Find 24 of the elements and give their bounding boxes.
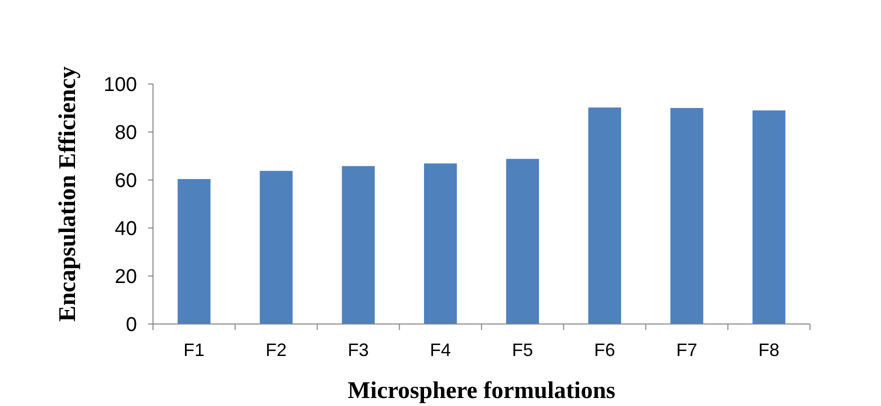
x-tick-label: F8	[758, 340, 780, 360]
y-axis-title: Encapsulation Efficiency	[55, 66, 81, 322]
y-tick-label: 100	[104, 74, 137, 96]
x-tick-label: F6	[594, 340, 616, 360]
bar	[670, 108, 704, 324]
x-tick-label: F3	[348, 340, 369, 360]
bar	[178, 179, 210, 324]
y-tick-label: 60	[114, 170, 137, 192]
bar	[588, 108, 622, 324]
x-tick-label: F2	[266, 340, 287, 360]
x-tick-label: F5	[512, 340, 534, 360]
x-tick-label: F4	[430, 340, 451, 360]
bar	[424, 163, 457, 324]
x-tick-label: F7	[676, 340, 698, 360]
bar	[260, 170, 293, 324]
y-tick-label: 0	[126, 314, 137, 336]
x-tick-label: F1	[184, 340, 205, 360]
y-tick-label: 40	[114, 218, 137, 240]
y-tick-label: 80	[114, 122, 137, 144]
y-tick-label: 20	[114, 266, 137, 288]
bar	[342, 166, 375, 324]
bar	[506, 158, 539, 324]
bar	[752, 110, 786, 324]
x-axis-title: Microsphere formulations	[348, 378, 616, 404]
